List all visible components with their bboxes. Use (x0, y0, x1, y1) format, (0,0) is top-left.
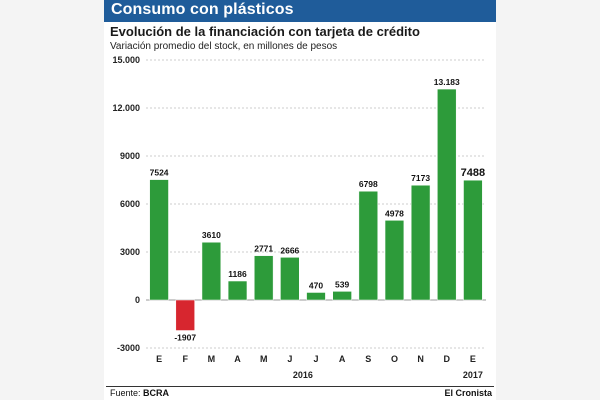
x-tick-label: D (444, 354, 451, 364)
source-note: Fuente: BCRA (110, 388, 169, 398)
bar (410, 184, 431, 301)
x-tick-label: O (391, 354, 398, 364)
data-label: 6798 (359, 179, 378, 189)
y-tick-label: 9000 (120, 151, 140, 161)
year-label: 2017 (463, 370, 483, 380)
bar (332, 291, 352, 301)
y-tick-label: 6000 (120, 199, 140, 209)
y-tick-label: 3000 (120, 247, 140, 257)
data-label: 7488 (461, 167, 485, 179)
footer-divider (106, 386, 494, 387)
data-label: 470 (309, 280, 323, 290)
x-tick-label: M (208, 354, 216, 364)
x-tick-label: E (470, 354, 476, 364)
y-tick-label: -3000 (117, 343, 140, 353)
source-label: Fuente: (110, 388, 141, 398)
x-tick-label: A (234, 354, 241, 364)
data-label: -1907 (174, 333, 196, 343)
bar (227, 280, 248, 301)
x-tick-label: S (365, 354, 371, 364)
y-tick-label: 15.000 (112, 55, 140, 65)
bar (254, 255, 274, 301)
x-tick-label: J (287, 354, 292, 364)
x-tick-label: M (260, 354, 268, 364)
x-tick-label: F (182, 354, 188, 364)
data-label: 4978 (385, 208, 404, 218)
chart-title: Evolución de la financiación con tarjeta… (110, 24, 420, 39)
data-label: 13.183 (434, 77, 460, 87)
bar (201, 241, 222, 301)
x-tick-label: J (313, 354, 318, 364)
data-label: 1186 (228, 269, 247, 279)
bar (358, 190, 378, 301)
bar (437, 88, 457, 301)
brand-name: El Cronista (444, 388, 492, 398)
y-tick-label: 12.000 (112, 103, 140, 113)
chart-subtitle: Variación promedio del stock, en millone… (110, 41, 338, 52)
header-bar (104, 0, 496, 22)
bar (384, 220, 405, 301)
y-tick-label: 0 (135, 295, 140, 305)
data-label: 7524 (150, 168, 169, 178)
header-title: Consumo con plásticos (111, 1, 294, 18)
bar (463, 179, 483, 301)
bar (280, 257, 300, 301)
bar (149, 179, 169, 301)
x-tick-label: N (417, 354, 424, 364)
year-label: 2016 (293, 370, 313, 380)
x-tick-label: E (156, 354, 162, 364)
bar (306, 292, 326, 301)
bar (175, 299, 195, 331)
x-tick-label: A (339, 354, 346, 364)
data-label: 2771 (254, 244, 273, 254)
data-label: 2666 (280, 245, 299, 255)
chart-card (104, 0, 496, 400)
data-label: 7173 (411, 173, 430, 183)
data-label: 3610 (202, 230, 221, 240)
source-value: BCRA (143, 388, 170, 398)
data-label: 539 (335, 279, 349, 289)
